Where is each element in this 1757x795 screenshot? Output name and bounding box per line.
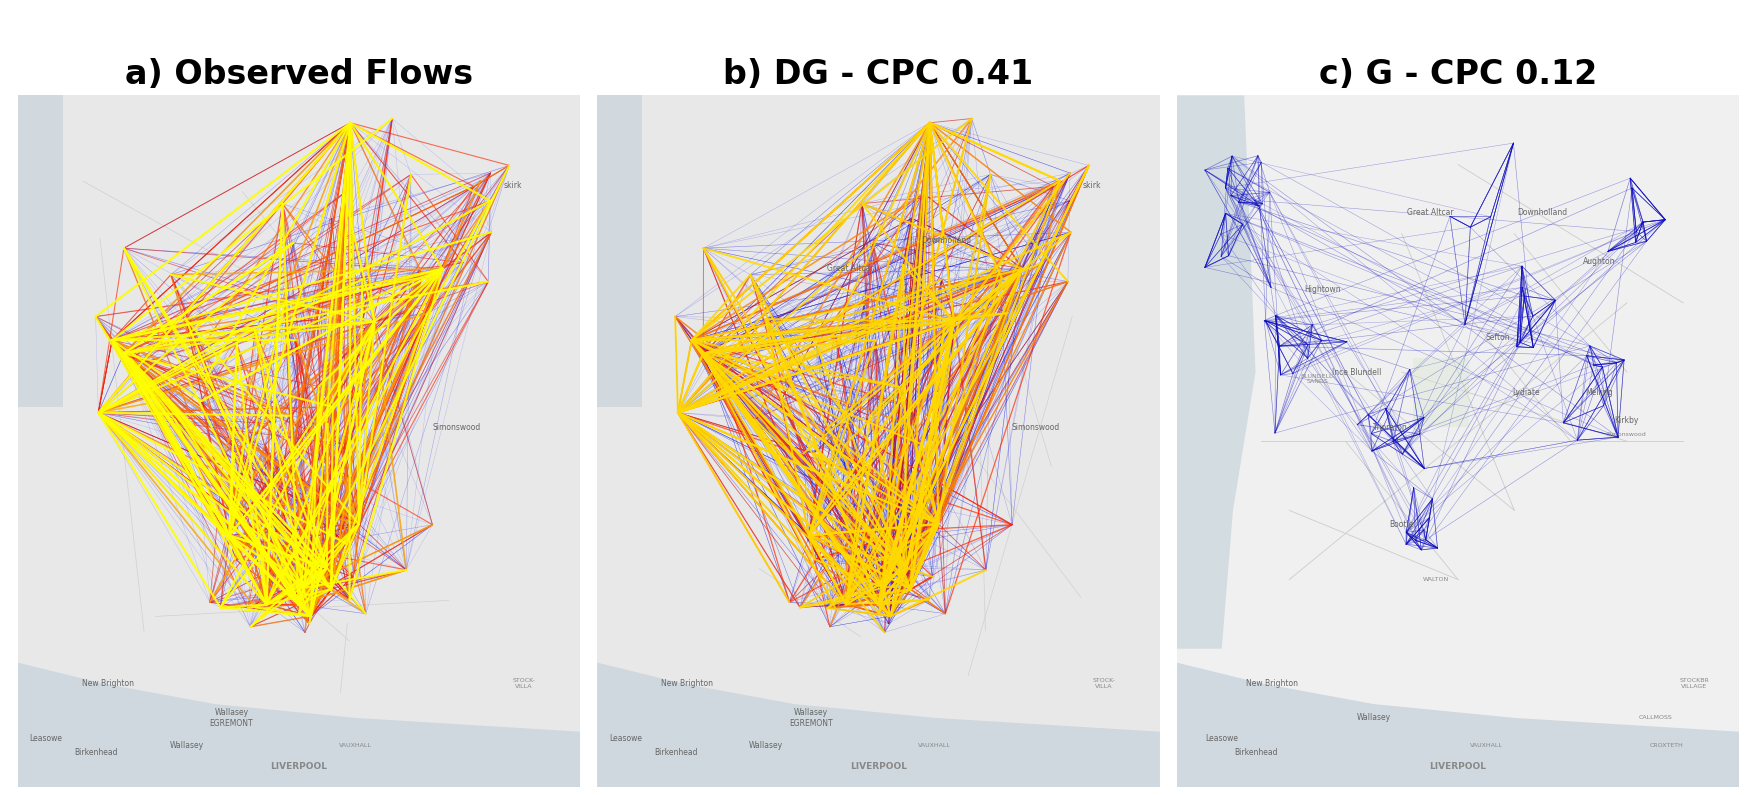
Text: STOCKBR
VILLAGE: STOCKBR VILLAGE xyxy=(1680,678,1710,688)
Polygon shape xyxy=(597,662,1160,787)
Text: BLUNDELL-
SANDS: BLUNDELL- SANDS xyxy=(1300,374,1335,384)
Polygon shape xyxy=(1413,359,1469,428)
Text: Wallasey: Wallasey xyxy=(1356,713,1392,723)
Text: Melling: Melling xyxy=(1585,388,1613,398)
Polygon shape xyxy=(597,95,1160,787)
Text: New Brighton: New Brighton xyxy=(661,679,713,688)
Text: Leasowe: Leasowe xyxy=(30,734,61,743)
Text: CROXTETH: CROXTETH xyxy=(1650,743,1683,748)
Text: skirk: skirk xyxy=(504,180,522,190)
Text: Thornton: Thornton xyxy=(1374,423,1407,432)
Title: c) G - CPC 0.12: c) G - CPC 0.12 xyxy=(1320,58,1597,91)
Text: VAUXHALL: VAUXHALL xyxy=(1471,743,1502,748)
Text: WALTON: WALTON xyxy=(1423,577,1450,582)
Text: Leasowe: Leasowe xyxy=(1205,734,1239,743)
Text: Aughton: Aughton xyxy=(1583,257,1615,266)
Text: Sefton: Sefton xyxy=(1485,333,1509,342)
Title: b) DG - CPC 0.41: b) DG - CPC 0.41 xyxy=(724,58,1033,91)
Text: Wallasey: Wallasey xyxy=(748,741,784,750)
Polygon shape xyxy=(18,662,580,787)
Title: a) Observed Flows: a) Observed Flows xyxy=(125,58,473,91)
Polygon shape xyxy=(18,95,63,407)
Text: skirk: skirk xyxy=(1082,180,1102,190)
Text: Bootle: Bootle xyxy=(1390,520,1414,529)
Text: Wallasey: Wallasey xyxy=(169,741,204,750)
Text: Wallasey
EGREMONT: Wallasey EGREMONT xyxy=(789,708,833,727)
Text: Simonswood: Simonswood xyxy=(1012,423,1059,432)
Text: STOCK-
VILLA: STOCK- VILLA xyxy=(1093,678,1116,688)
Text: LIVERPOOL: LIVERPOOL xyxy=(850,762,907,771)
Text: Hightown: Hightown xyxy=(1305,285,1341,293)
Text: Great Altcar: Great Altcar xyxy=(828,264,873,273)
Text: Birkenhead: Birkenhead xyxy=(1233,748,1277,757)
Polygon shape xyxy=(1177,95,1739,787)
Text: Downholland: Downholland xyxy=(1518,208,1567,218)
Text: Ince Blundell: Ince Blundell xyxy=(1332,367,1381,377)
Polygon shape xyxy=(18,95,580,787)
Text: Lydiate: Lydiate xyxy=(1511,388,1539,398)
Text: Birkenhead: Birkenhead xyxy=(654,748,698,757)
Text: Simonswood: Simonswood xyxy=(1608,432,1646,436)
Text: LIVERPOOL: LIVERPOOL xyxy=(1430,762,1486,771)
Text: Simonswood: Simonswood xyxy=(432,423,481,432)
Text: Wallasey
EGREMONT: Wallasey EGREMONT xyxy=(209,708,253,727)
Text: LIVERPOOL: LIVERPOOL xyxy=(271,762,327,771)
Text: VAUXHALL: VAUXHALL xyxy=(919,743,951,748)
Text: New Brighton: New Brighton xyxy=(81,679,134,688)
Text: New Brighton: New Brighton xyxy=(1246,679,1298,688)
Text: VAUXHALL: VAUXHALL xyxy=(339,743,372,748)
Text: Kirkby: Kirkby xyxy=(1615,416,1639,425)
Text: Great Altcar: Great Altcar xyxy=(1407,208,1453,218)
Polygon shape xyxy=(1177,662,1739,787)
Text: CALLMOSS: CALLMOSS xyxy=(1638,716,1673,720)
Polygon shape xyxy=(1177,95,1256,649)
Polygon shape xyxy=(597,95,641,407)
Text: Leasowe: Leasowe xyxy=(608,734,641,743)
Text: STOCK-
VILLA: STOCK- VILLA xyxy=(513,678,536,688)
Text: Birkenhead: Birkenhead xyxy=(74,748,118,757)
Text: Downholland: Downholland xyxy=(921,236,972,245)
